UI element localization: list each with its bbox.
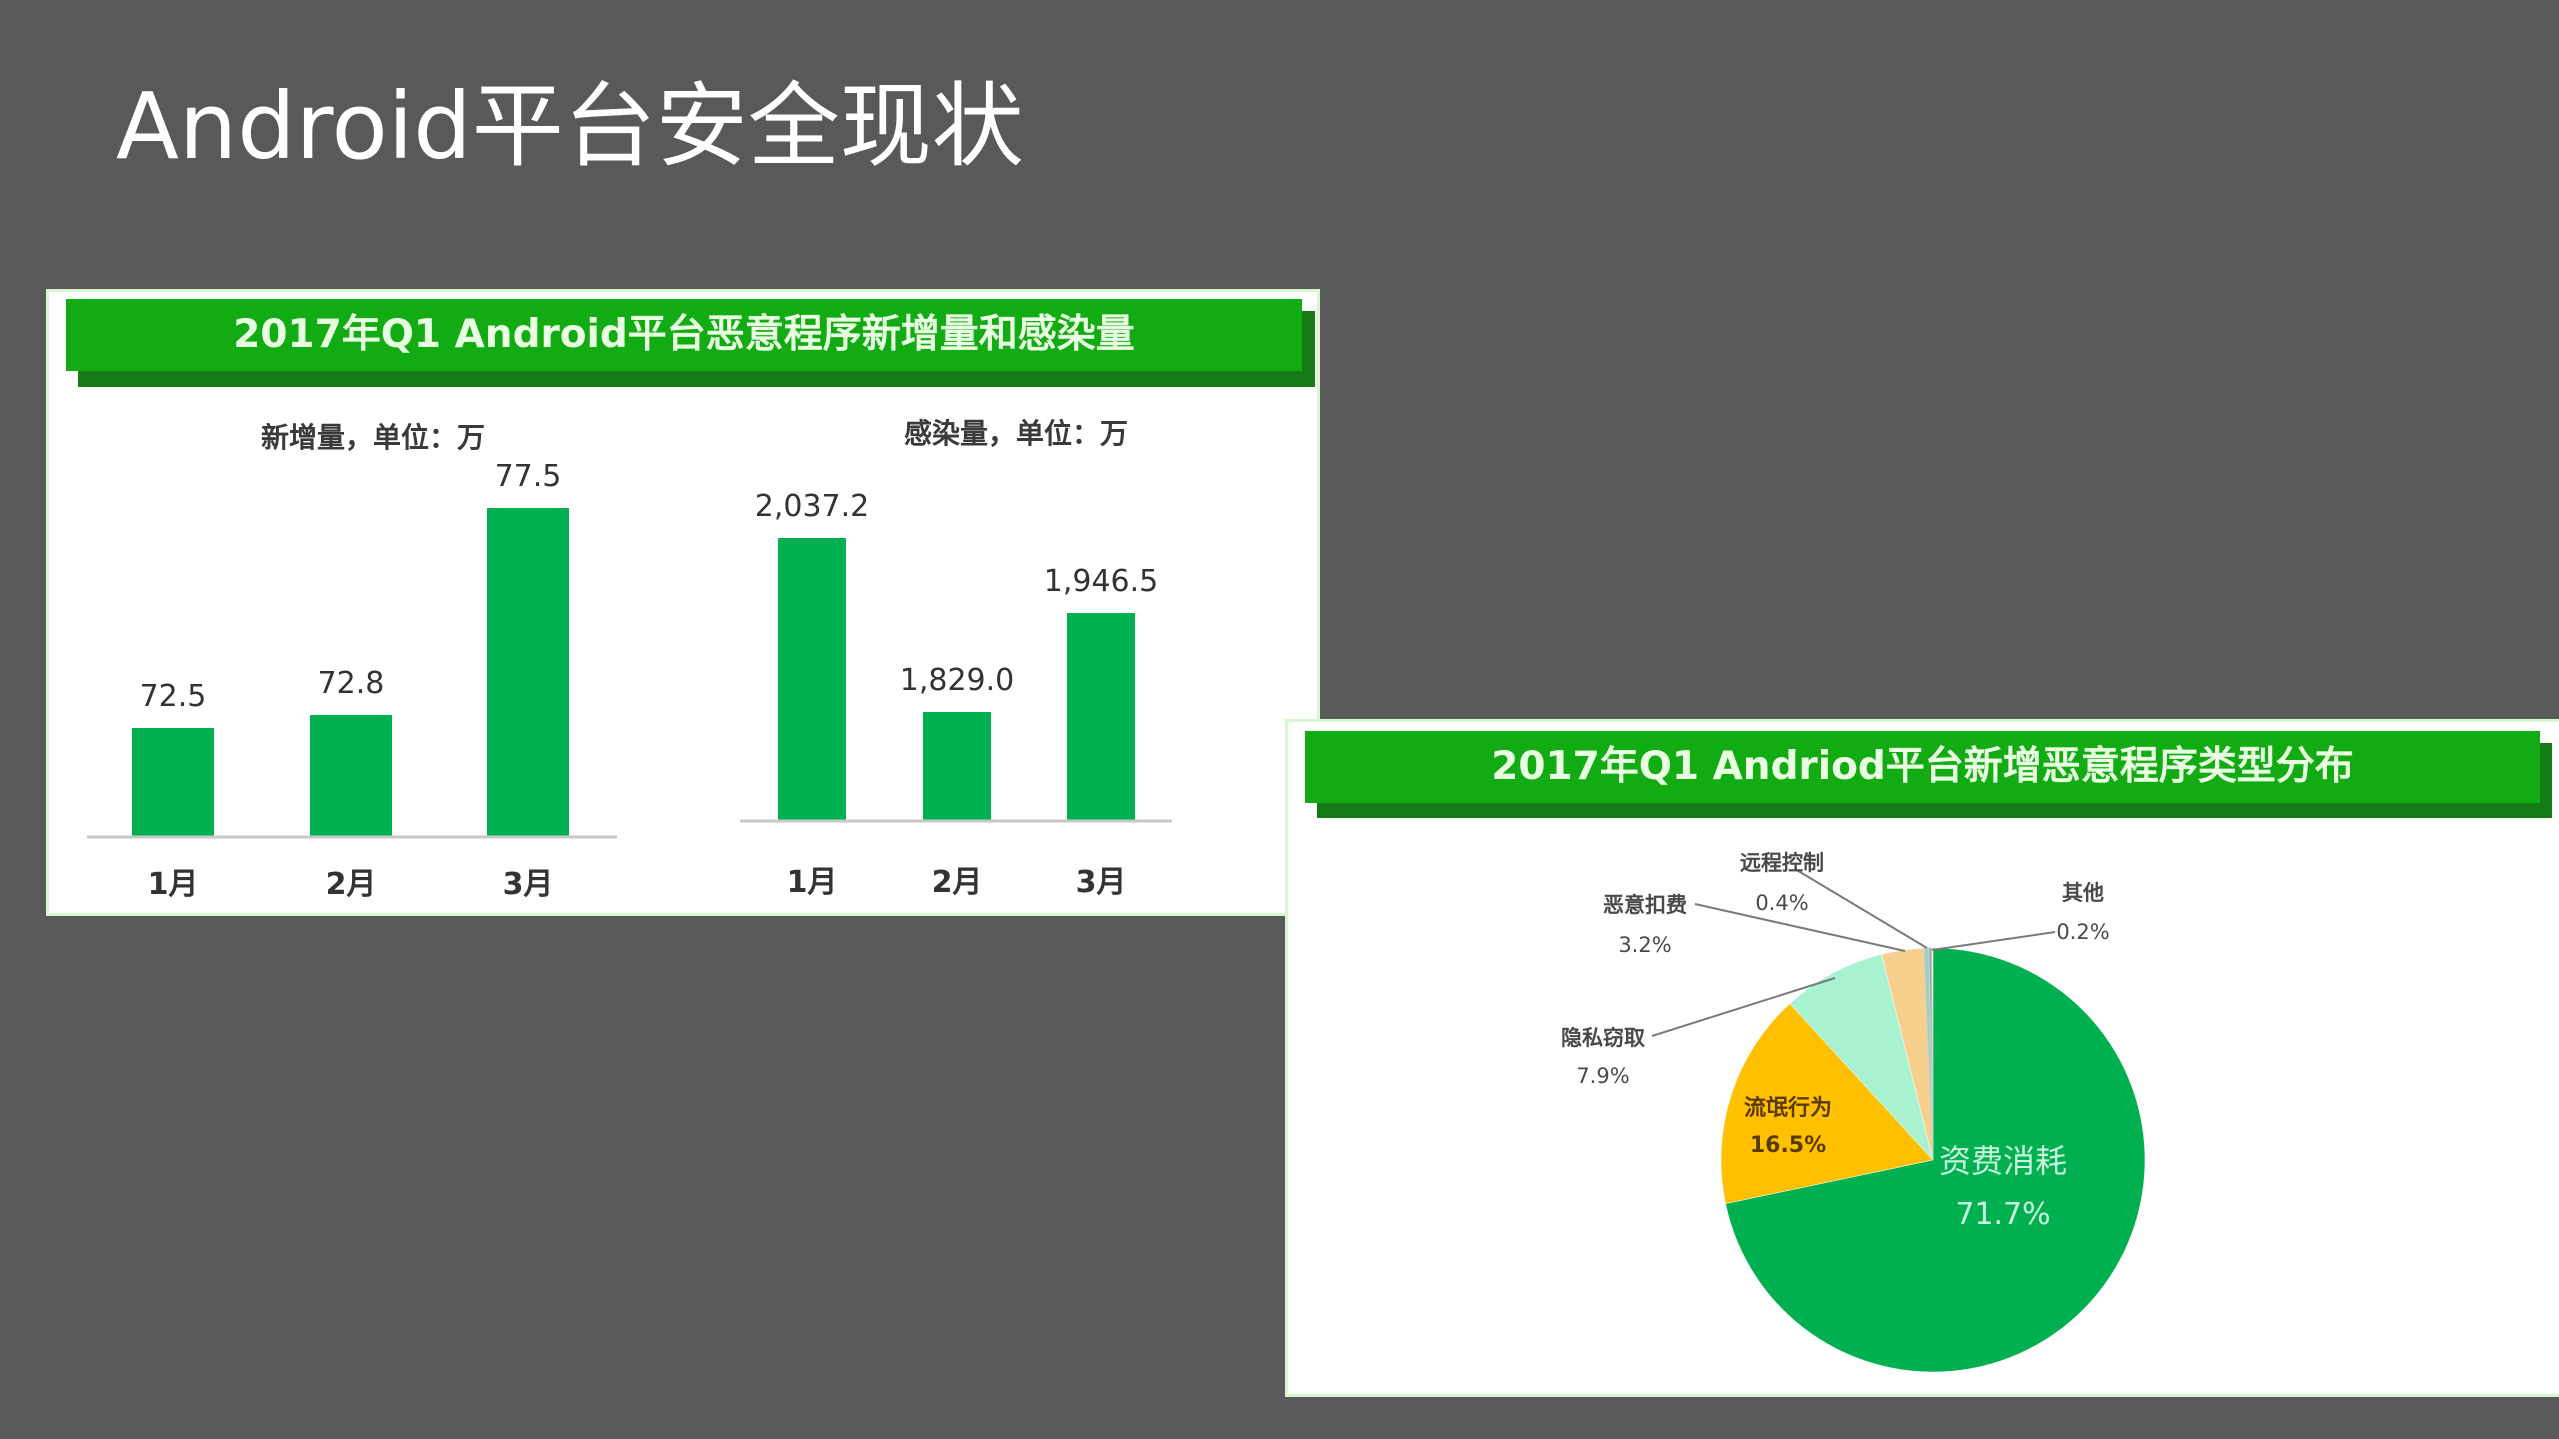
category-label: 3月 — [503, 867, 554, 902]
slice-label: 隐私窃取 — [1561, 1026, 1645, 1050]
pie: 资费消耗 71.7% 流氓行为 16.5% 隐私窃取 7.9% 恶意扣费 3.2% 远程控制 0.… — [1561, 851, 2146, 1373]
bar — [923, 712, 991, 820]
bar — [778, 538, 846, 820]
leader-line — [1651, 977, 1836, 1037]
pie-slice — [1789, 954, 1934, 1161]
slice-label: 资费消耗 — [1939, 1142, 2067, 1180]
slice-label: 流氓行为 — [1744, 1095, 1832, 1121]
pie-chart-title-banner: 2017年Q1 Andriod平台新增恶意程序类型分布 — [1305, 731, 2540, 803]
bar-value-label: 72.8 — [318, 666, 385, 701]
chart-subtitle: 新增量，单位：万 — [261, 421, 485, 454]
pie-slice — [1720, 1003, 1934, 1204]
new-malware-bar-chart: 新增量，单位：万 72.5 1月 72.8 2月 77.5 3月 — [87, 421, 617, 902]
slice-label: 恶意扣费 — [1603, 893, 1687, 917]
bar-chart-title-banner: 2017年Q1 Android平台恶意程序新增量和感染量 — [66, 299, 1302, 371]
bar — [132, 728, 214, 836]
leader-line — [1931, 931, 2056, 951]
category-label: 2月 — [326, 867, 377, 902]
chart-subtitle: 感染量，单位：万 — [904, 417, 1128, 450]
bar-value-label: 72.5 — [140, 679, 207, 714]
slice-label: 其他 — [2062, 881, 2104, 905]
leader-line — [1694, 903, 1906, 952]
bar-chart-panel: 2017年Q1 Android平台恶意程序新增量和感染量 新增量，单位：万 72.… — [46, 289, 1320, 916]
infection-bar-chart: 感染量，单位：万 2,037.2 1月 1,829.0 2月 1,946.5 3月 — [740, 417, 1172, 900]
pie-slice — [1725, 947, 2146, 1373]
slice-value: 71.7% — [1955, 1197, 2050, 1232]
leader-line — [1794, 868, 1928, 949]
pie-chart: 资费消耗 71.7% 流氓行为 16.5% 隐私窃取 7.9% 恶意扣费 3.2% 远程控制 0.… — [1561, 851, 2146, 1373]
bar-value-label: 1,829.0 — [900, 663, 1015, 698]
slice-value: 0.4% — [1755, 891, 1808, 915]
slide-title: Android平台安全现状 — [116, 73, 1024, 180]
slice-value: 3.2% — [1618, 933, 1671, 957]
category-label: 2月 — [932, 865, 983, 900]
bar-value-label: 77.5 — [495, 459, 562, 494]
category-label: 1月 — [787, 865, 838, 900]
bar — [1067, 613, 1135, 820]
slice-label: 远程控制 — [1740, 851, 1824, 875]
bar-charts: 新增量，单位：万 72.5 1月 72.8 2月 77.5 3月 感染量，单位：万 2,037.… — [87, 417, 1172, 902]
slice-value: 16.5% — [1750, 1133, 1826, 1158]
pie-chart-panel: 2017年Q1 Andriod平台新增恶意程序类型分布 资费消耗 71.7% 流氓行… — [1285, 719, 2559, 1397]
bar — [310, 715, 392, 836]
bar — [487, 508, 569, 836]
bar-value-label: 2,037.2 — [755, 489, 870, 524]
slice-value: 0.2% — [2056, 920, 2109, 944]
slice-value: 7.9% — [1576, 1064, 1629, 1088]
bar-value-label: 1,946.5 — [1044, 564, 1159, 599]
category-label: 3月 — [1076, 865, 1127, 900]
pie-slice — [1928, 947, 1934, 1161]
category-label: 1月 — [148, 867, 199, 902]
